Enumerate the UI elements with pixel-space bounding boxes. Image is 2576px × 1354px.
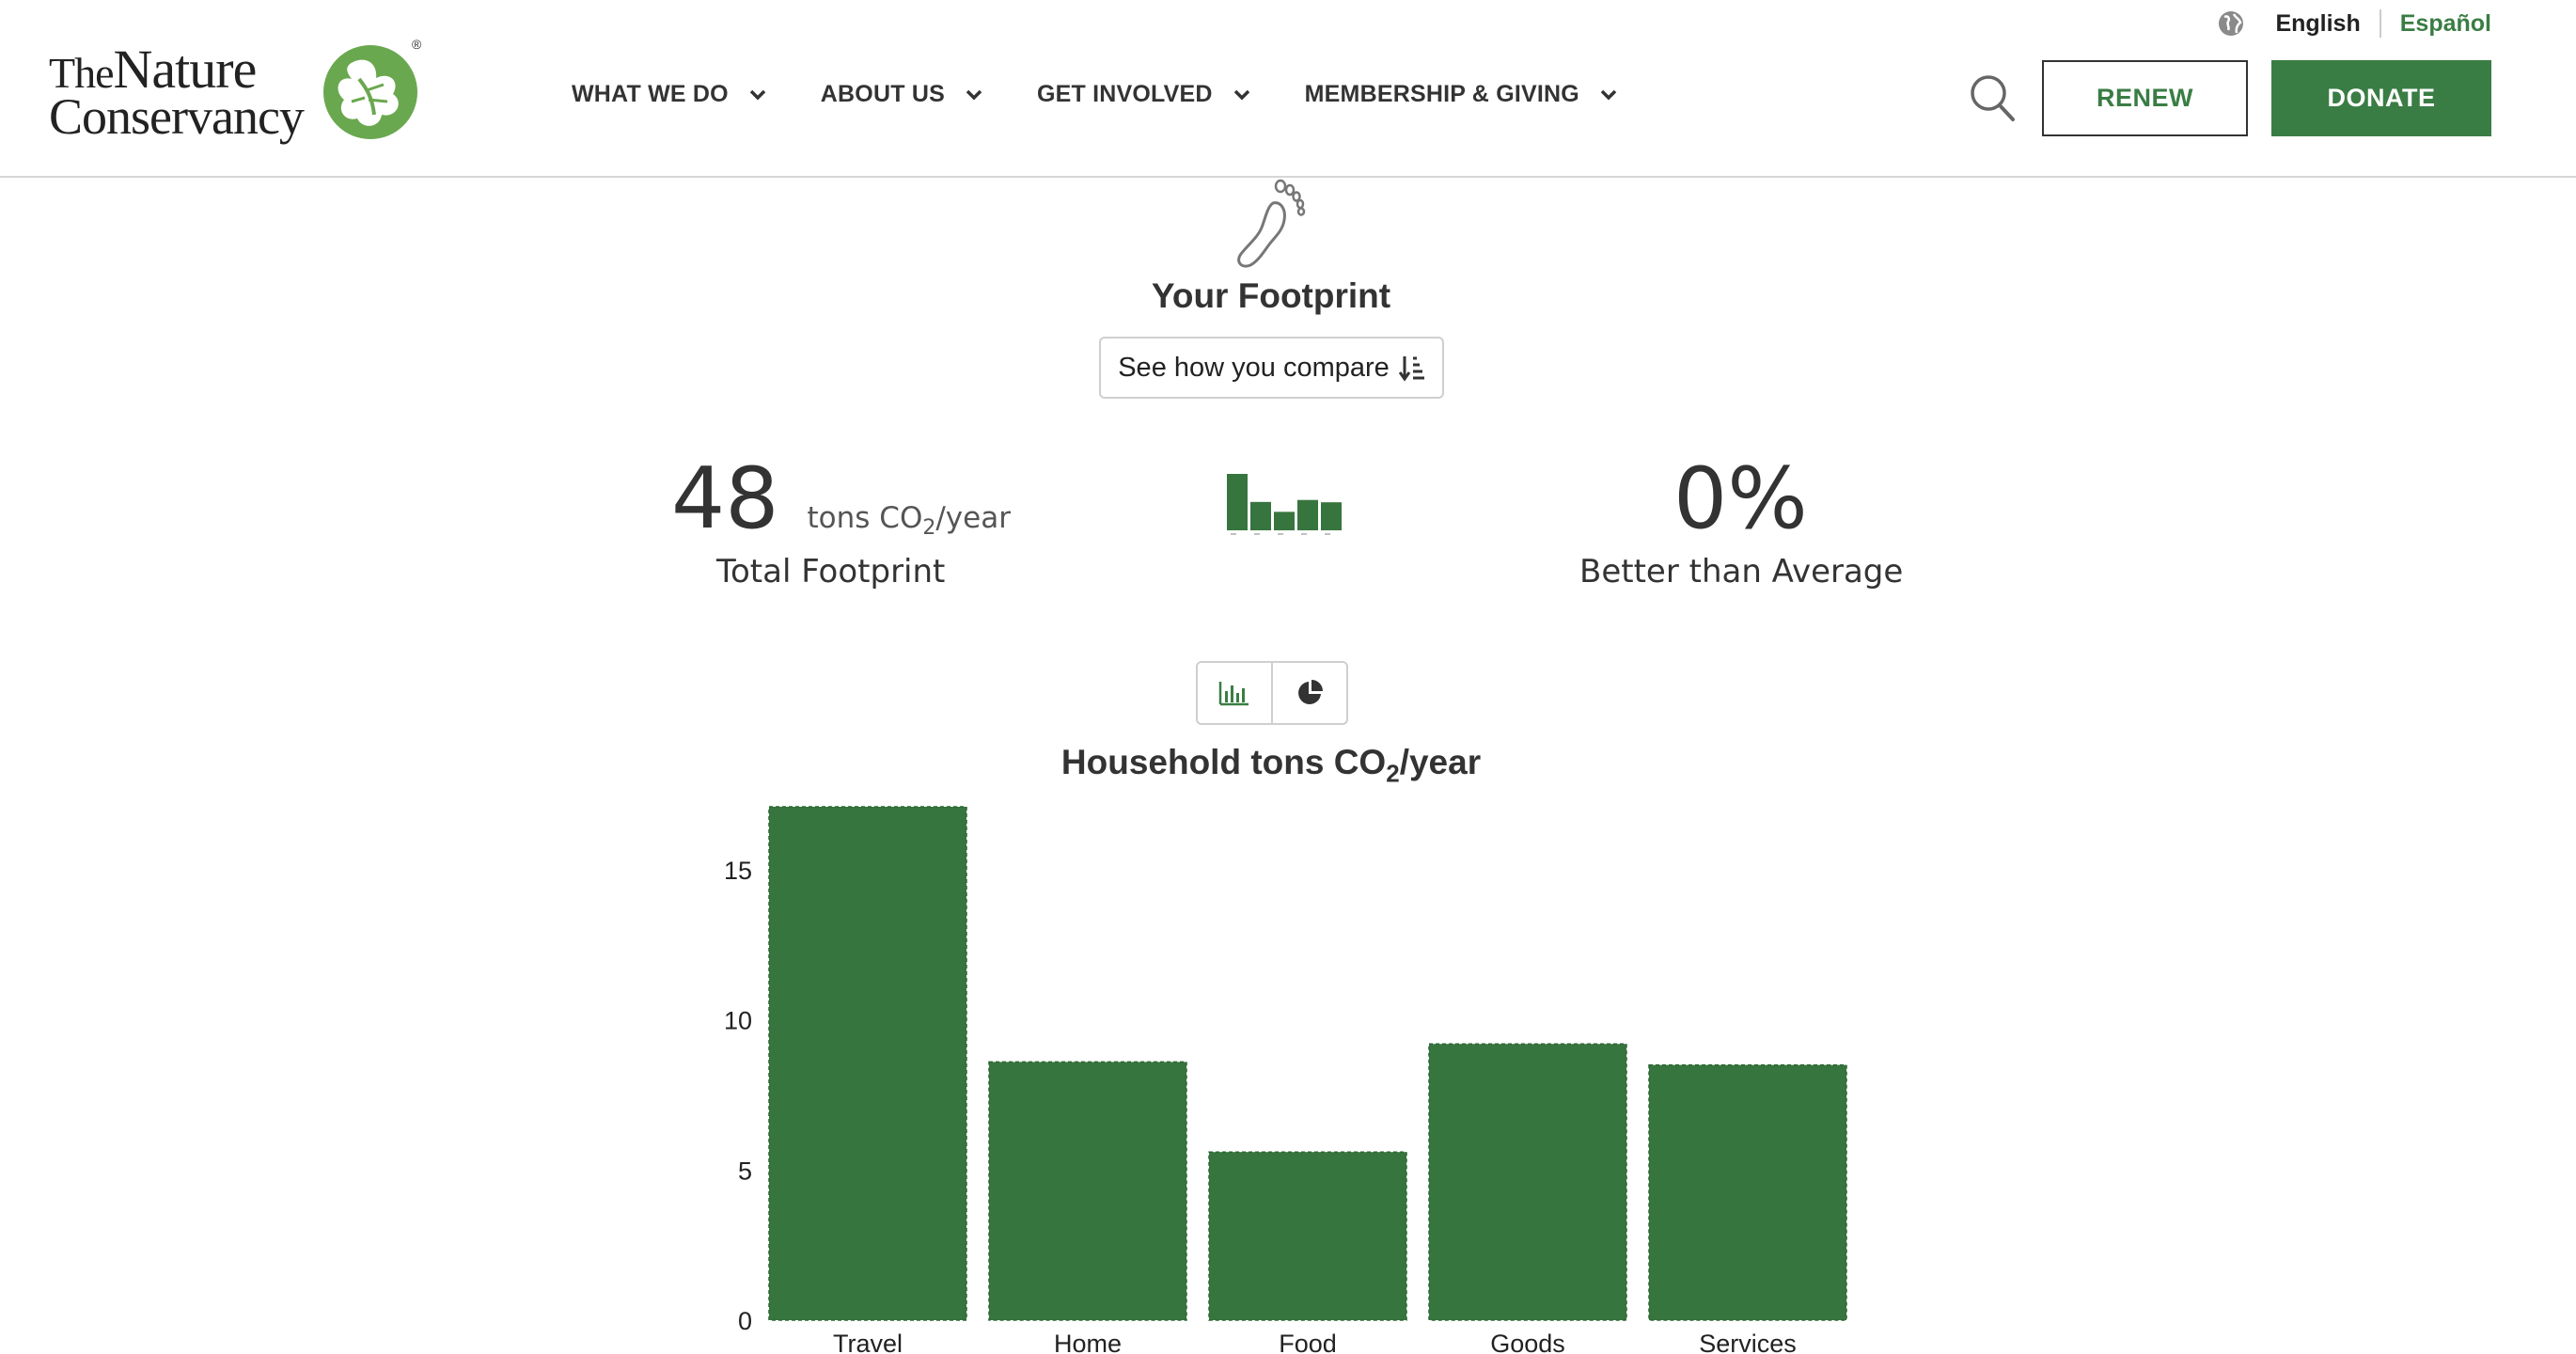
donate-button[interactable]: DONATE [2271, 60, 2491, 136]
pie-view-button[interactable] [1271, 663, 1346, 723]
compare-button[interactable]: See how you compare [1099, 337, 1444, 399]
nav-membership-giving[interactable]: MEMBERSHIP & GIVING [1305, 81, 1617, 108]
site-logo[interactable]: TheNature Conservancy ® [49, 36, 425, 149]
mini-bar [1227, 474, 1248, 530]
total-unit: tons CO2/year [807, 501, 1011, 541]
search-icon[interactable] [1969, 73, 2016, 122]
chevron-down-icon [1233, 89, 1249, 100]
y-tick-label: 5 [738, 1157, 752, 1185]
main-nav: WHAT WE DO ABOUT US GET INVOLVED MEMBERS… [572, 81, 1672, 108]
y-tick-label: 15 [724, 857, 752, 885]
sort-descending-icon [1398, 356, 1424, 382]
mini-bar [1321, 502, 1342, 530]
bar-goods[interactable] [1428, 1043, 1627, 1321]
x-tick-label: Goods [1490, 1330, 1565, 1354]
nav-get-involved[interactable]: GET INVOLVED [1037, 81, 1250, 108]
lang-espanol[interactable]: Español [2399, 9, 2491, 37]
better-than-average-label: Better than Average [1579, 553, 1904, 590]
nav-label: GET INVOLVED [1036, 81, 1213, 107]
logo-nature: Nature [113, 38, 258, 100]
logo-conservancy: Conservancy [49, 87, 305, 145]
registered-mark: ® [412, 37, 422, 52]
logo-the: The [49, 48, 115, 97]
chevron-down-icon [966, 89, 982, 100]
household-bar-chart: 0 5 10 15 Travel Home Food Goods Services [724, 806, 1847, 1354]
footprint-title: Your Footprint [1151, 276, 1391, 315]
logo-wordmark: TheNature Conservancy [49, 41, 305, 145]
bar-chart-icon [1218, 682, 1249, 706]
total-footprint-value: 48 tons CO2/year [671, 449, 1011, 548]
better-than-average-value: 0% [1673, 449, 1808, 548]
x-tick-label: Food [1279, 1330, 1337, 1354]
globe-icon [2219, 11, 2244, 36]
mini-bar [1297, 499, 1318, 530]
nav-label: WHAT WE DO [572, 81, 729, 107]
y-tick-label: 10 [724, 1007, 752, 1035]
renew-button[interactable]: RENEW [2042, 60, 2248, 136]
leaf-globe-icon: ® [323, 37, 422, 139]
y-tick-label: 0 [738, 1307, 752, 1335]
bar-food[interactable] [1208, 1151, 1407, 1321]
nav-about-us[interactable]: ABOUT US [821, 81, 982, 108]
mini-bar [1250, 501, 1271, 530]
bar-services[interactable] [1648, 1063, 1847, 1321]
nav-label: MEMBERSHIP & GIVING [1304, 81, 1579, 107]
nav-what-we-do[interactable]: WHAT WE DO [572, 81, 766, 108]
mini-bar [1274, 512, 1295, 530]
chevron-down-icon [749, 89, 766, 100]
lang-english[interactable]: English [2275, 9, 2361, 37]
compare-label: See how you compare [1118, 352, 1390, 383]
bar-view-button[interactable] [1198, 663, 1271, 723]
total-footprint-label: Total Footprint [716, 553, 946, 590]
total-number: 48 [671, 449, 779, 548]
site-header: TheNature Conservancy ® WHAT WE DO ABOUT… [0, 0, 2576, 178]
footprint-icon [1237, 179, 1306, 268]
chevron-down-icon [1600, 89, 1617, 100]
x-tick-label: Home [1054, 1330, 1122, 1354]
mini-bar-chart-icon [1227, 474, 1342, 535]
nav-label: ABOUT US [820, 81, 945, 107]
language-switcher: English Español [2217, 9, 2491, 38]
chart-title: Household tons CO2/year [1060, 743, 1482, 788]
x-tick-label: Services [1699, 1330, 1797, 1354]
chart-view-toggle [1196, 661, 1348, 725]
pie-chart-icon [1298, 680, 1323, 704]
bar-travel[interactable] [768, 806, 967, 1321]
lang-divider [2379, 9, 2381, 38]
bar-home[interactable] [988, 1061, 1187, 1321]
x-tick-label: Travel [833, 1330, 903, 1354]
